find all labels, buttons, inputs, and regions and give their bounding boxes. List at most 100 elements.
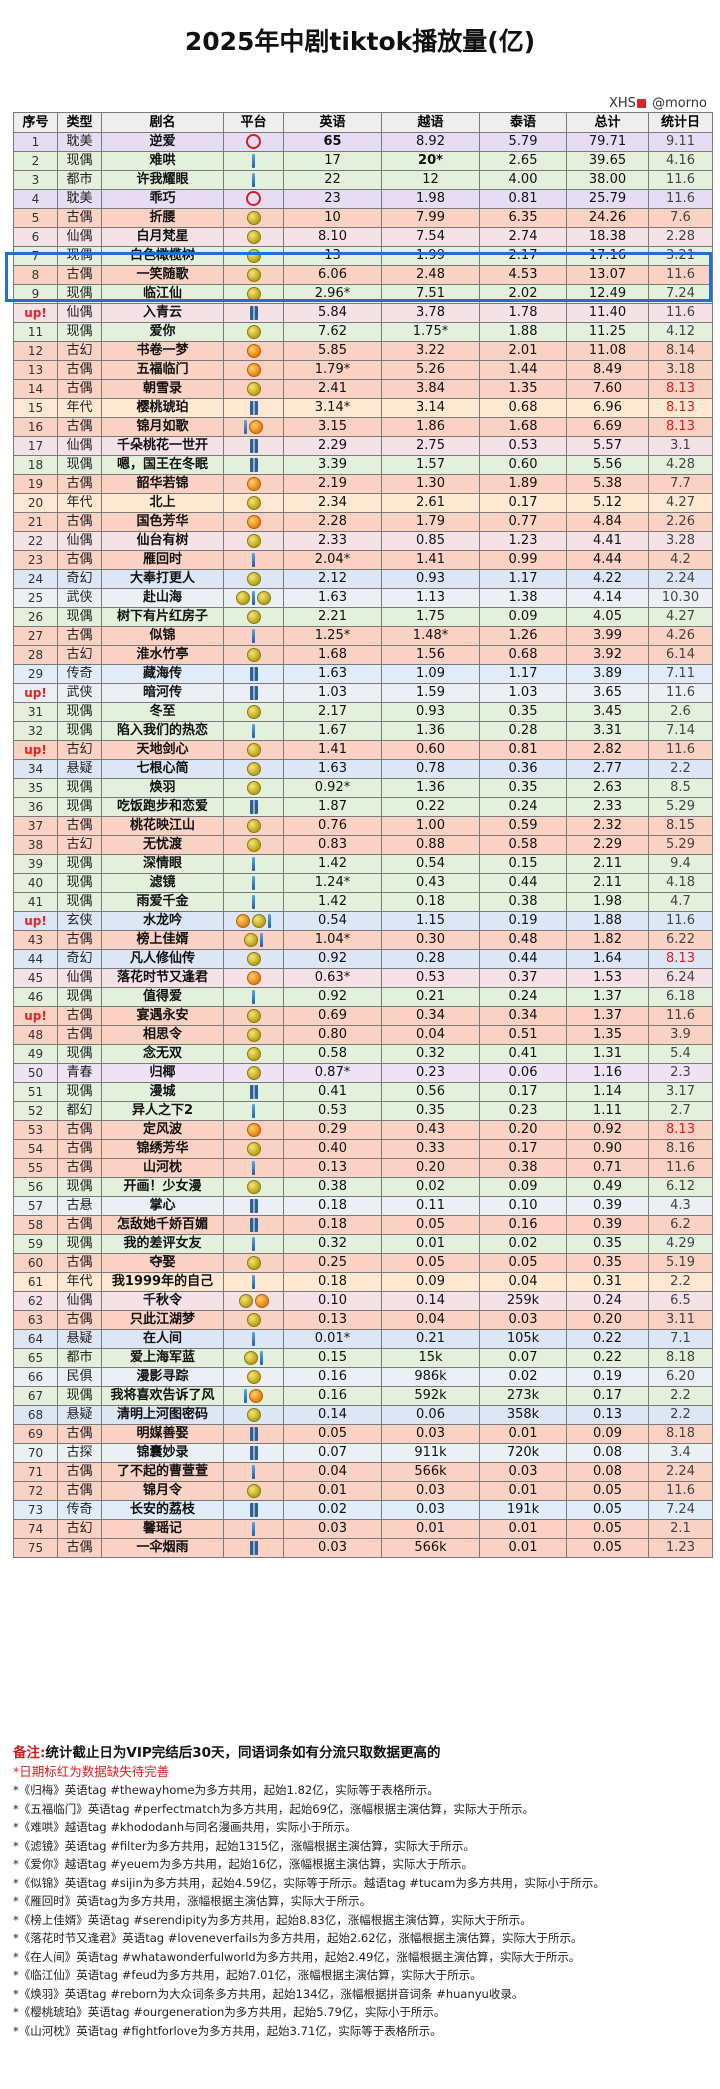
english-cell: 23 bbox=[283, 189, 382, 209]
thai-cell: 0.68 bbox=[479, 398, 567, 418]
english-cell: 0.15 bbox=[283, 1348, 382, 1368]
drama-title-cell: 水龙吟 bbox=[101, 911, 224, 931]
platform-fruit-icon bbox=[246, 571, 261, 586]
drama-title-cell: 五福临门 bbox=[101, 360, 224, 380]
table-row: 28 古幻 淮水竹亭 1.68 1.56 0.68 3.92 6.14 bbox=[13, 645, 713, 665]
vietnamese-cell: 0.03 bbox=[381, 1500, 480, 1520]
vietnamese-cell: 592k bbox=[381, 1386, 480, 1406]
thai-cell: 0.03 bbox=[479, 1310, 567, 1330]
vietnamese-cell: 1.41 bbox=[381, 550, 480, 570]
table-row: up! 仙偶 入青云 5.84 3.78 1.78 11.40 11.6 bbox=[13, 303, 713, 323]
total-cell: 1.11 bbox=[566, 1101, 649, 1121]
genre-cell: 悬疑 bbox=[57, 1405, 102, 1425]
rank-cell: 46 bbox=[13, 987, 58, 1007]
total-cell: 2.11 bbox=[566, 854, 649, 874]
rank-cell: 49 bbox=[13, 1044, 58, 1064]
drama-title-cell: 入青云 bbox=[101, 303, 224, 323]
platform-circle-icon bbox=[246, 134, 261, 149]
genre-cell: 仙偶 bbox=[57, 968, 102, 988]
genre-cell: 年代 bbox=[57, 493, 102, 513]
english-cell: 0.53 bbox=[283, 1101, 382, 1121]
thai-cell: 1.23 bbox=[479, 531, 567, 551]
genre-cell: 古偶 bbox=[57, 1120, 102, 1140]
platform-orange-icon bbox=[249, 419, 263, 434]
thai-cell: 4.53 bbox=[479, 265, 567, 285]
total-cell: 1.64 bbox=[566, 949, 649, 969]
platform-cell bbox=[223, 778, 284, 798]
platform-fruit-icon bbox=[257, 590, 271, 605]
platform-cell bbox=[223, 1025, 284, 1045]
platform-cell bbox=[223, 873, 284, 893]
vietnamese-cell: 5.26 bbox=[381, 360, 480, 380]
genre-cell: 武侠 bbox=[57, 588, 102, 608]
total-cell: 2.32 bbox=[566, 816, 649, 836]
english-cell: 1.79* bbox=[283, 360, 382, 380]
platform-fruit-icon bbox=[238, 1293, 253, 1308]
drama-title-cell: 天地剑心 bbox=[101, 740, 224, 760]
vietnamese-cell: 911k bbox=[381, 1443, 480, 1463]
english-cell: 0.87* bbox=[283, 1063, 382, 1083]
vietnamese-cell: 1.09 bbox=[381, 664, 480, 684]
thai-cell: 0.17 bbox=[479, 493, 567, 513]
drama-title-cell: 宴遇永安 bbox=[101, 1006, 224, 1026]
platform-cell bbox=[223, 151, 284, 171]
total-cell: 1.16 bbox=[566, 1063, 649, 1083]
vietnamese-cell: 566k bbox=[381, 1462, 480, 1482]
vietnamese-cell: 0.21 bbox=[381, 1329, 480, 1349]
table-row: 2 现偶 难哄 17 20* 2.65 39.65 4.16 bbox=[13, 151, 713, 171]
thai-cell: 0.28 bbox=[479, 721, 567, 741]
total-cell: 0.20 bbox=[566, 1310, 649, 1330]
note-item: *《滤镜》英语tag #filter为多方共用，起始1315亿，涨幅根据主演估算… bbox=[13, 1838, 475, 1853]
drama-title-cell: 清明上河图密码 bbox=[101, 1405, 224, 1425]
english-cell: 0.03 bbox=[283, 1519, 382, 1539]
date-cell: 8.13 bbox=[648, 417, 713, 437]
genre-cell: 年代 bbox=[57, 1272, 102, 1292]
platform-cell bbox=[223, 588, 284, 608]
table-row: 53 古偶 定风波 0.29 0.43 0.20 0.92 8.13 bbox=[13, 1120, 713, 1140]
platform-cell bbox=[223, 1462, 284, 1482]
drama-title-cell: 长安的荔枝 bbox=[101, 1500, 224, 1520]
english-cell: 1.03 bbox=[283, 683, 382, 703]
platform-fruit-icon bbox=[246, 533, 261, 548]
total-cell: 0.22 bbox=[566, 1348, 649, 1368]
rank-cell: 27 bbox=[13, 626, 58, 646]
thai-cell: 0.41 bbox=[479, 1044, 567, 1064]
platform-cell bbox=[223, 493, 284, 513]
thai-cell: 1.17 bbox=[479, 569, 567, 589]
total-cell: 1.31 bbox=[566, 1044, 649, 1064]
rank-cell: 45 bbox=[13, 968, 58, 988]
total-cell: 25.79 bbox=[566, 189, 649, 209]
total-cell: 3.65 bbox=[566, 683, 649, 703]
english-cell: 0.14 bbox=[283, 1405, 382, 1425]
genre-cell: 古偶 bbox=[57, 1158, 102, 1178]
date-cell: 8.16 bbox=[648, 1139, 713, 1159]
thai-cell: 0.03 bbox=[479, 1462, 567, 1482]
table-row: 49 现偶 念无双 0.58 0.32 0.41 1.31 5.4 bbox=[13, 1044, 713, 1064]
rank-cell: 48 bbox=[13, 1025, 58, 1045]
platform-cell bbox=[223, 1177, 284, 1197]
date-cell: 4.2 bbox=[648, 550, 713, 570]
table-row: 3 都市 许我耀眼 22 12 4.00 38.00 11.6 bbox=[13, 170, 713, 190]
english-cell: 0.01 bbox=[283, 1481, 382, 1501]
drama-title-cell: 桃花映江山 bbox=[101, 816, 224, 836]
platform-cell bbox=[223, 1310, 284, 1330]
table-row: 59 现偶 我的差评女友 0.32 0.01 0.02 0.35 4.29 bbox=[13, 1234, 713, 1254]
table-row: 32 现偶 陷入我们的热恋 1.67 1.36 0.28 3.31 7.14 bbox=[13, 721, 713, 741]
english-cell: 0.02 bbox=[283, 1500, 382, 1520]
vietnamese-cell: 0.93 bbox=[381, 569, 480, 589]
table-row: up! 武侠 暗河传 1.03 1.59 1.03 3.65 11.6 bbox=[13, 683, 713, 703]
platform-fruit-icon bbox=[246, 761, 261, 776]
notes-red-line: *日期标红为数据缺失待完善 bbox=[13, 1763, 170, 1779]
vietnamese-cell: 0.11 bbox=[381, 1196, 480, 1216]
date-cell: 11.6 bbox=[648, 683, 713, 703]
vietnamese-cell: 0.60 bbox=[381, 740, 480, 760]
rank-cell: 67 bbox=[13, 1386, 58, 1406]
rank-cell: 43 bbox=[13, 930, 58, 950]
platform-cell bbox=[223, 455, 284, 475]
thai-cell: 4.00 bbox=[479, 170, 567, 190]
platform-fruit-icon bbox=[246, 647, 261, 662]
platform-pants-icon bbox=[249, 1426, 258, 1441]
drama-title-cell: 怎敌她千娇百媚 bbox=[101, 1215, 224, 1235]
thai-cell: 0.38 bbox=[479, 1158, 567, 1178]
rank-cell: 4 bbox=[13, 189, 58, 209]
